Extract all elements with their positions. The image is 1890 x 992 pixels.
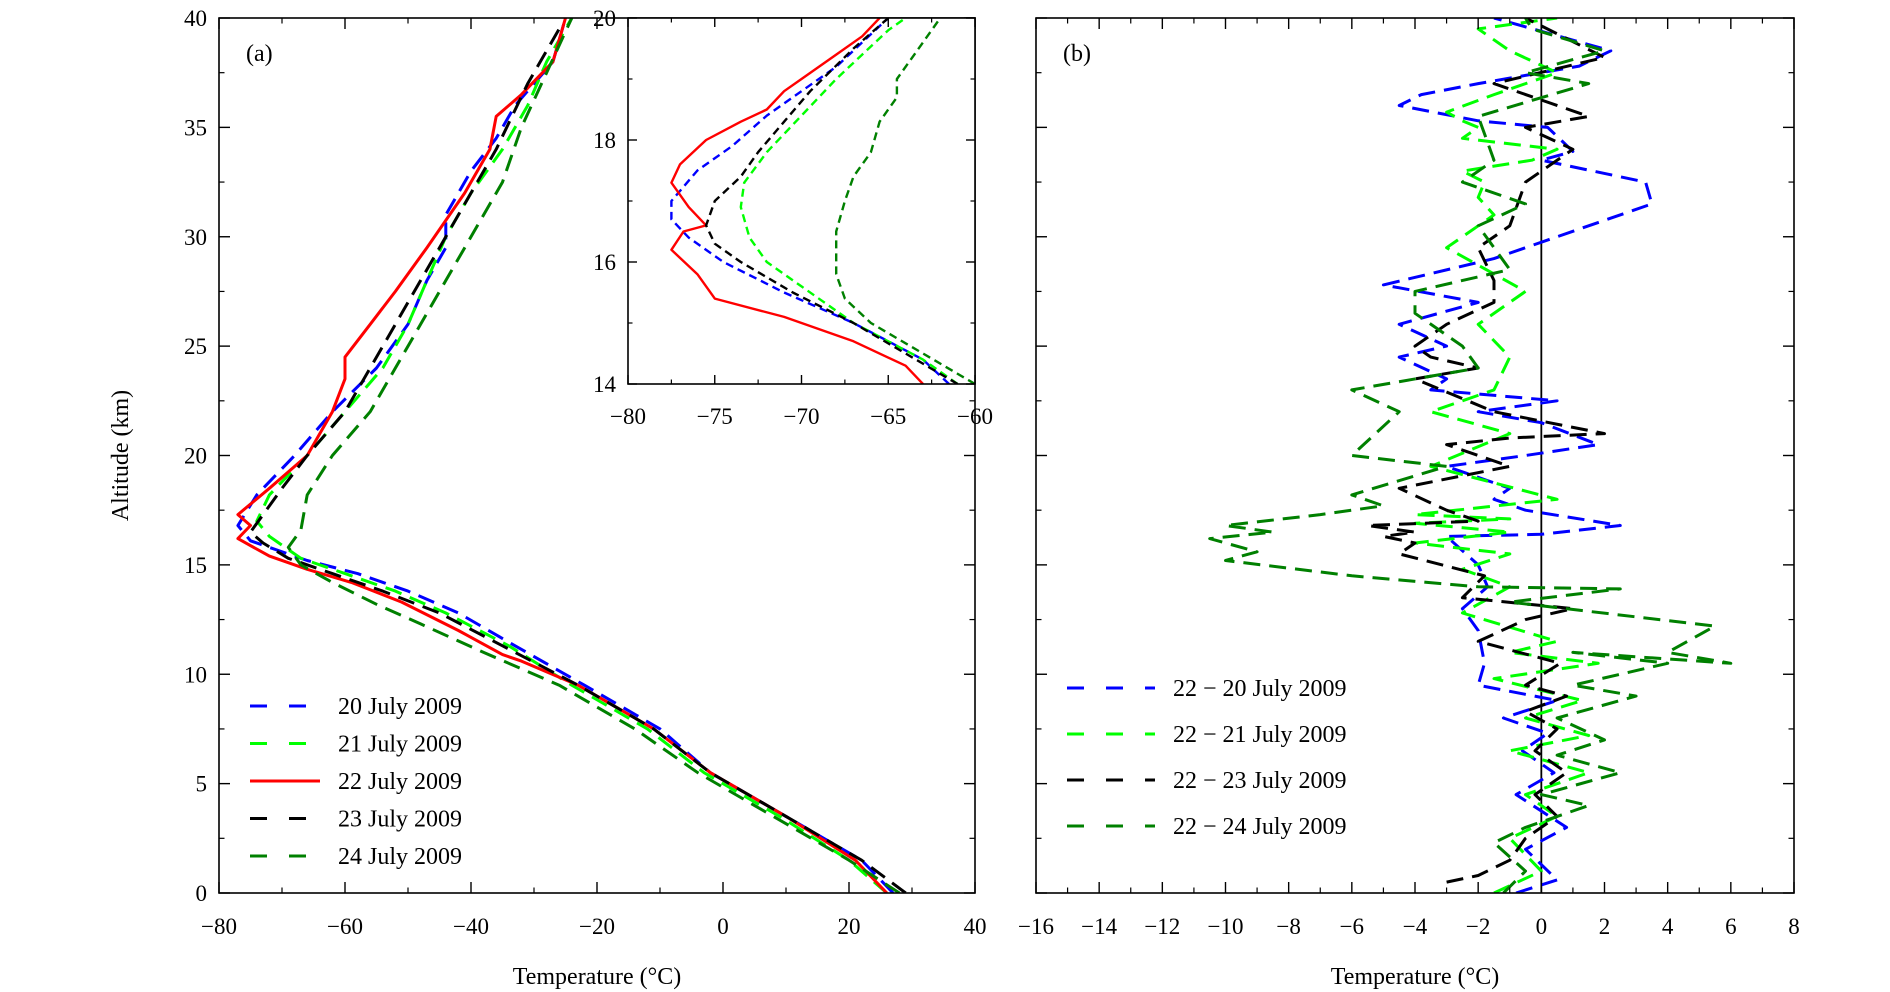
legend-b: 22 − 20 July 2009 22 − 21 July 2009 22 − 2… [1067,676,1347,840]
legend-label-b-1: 22 − 20 July 2009 [1173,676,1347,702]
legend-label-b-2: 22 − 21 July 2009 [1173,722,1347,748]
x-tick-label-b: 4 [1662,914,1674,939]
series-line-inset-2 [739,18,959,384]
x-tick-label-b: 6 [1725,914,1737,939]
y-tick-label-a: 25 [184,334,207,359]
x-tick-label-inset: −75 [697,404,733,429]
y-axis-title-a: Altitude (km) [108,390,134,521]
panel-b: −16 −14 −12 −10 −8 −6 −4 −2 0 2 4 6 8 Temperature (°C… [1018,17,1800,990]
legend-label-a-2: 21 July 2009 [338,732,462,758]
x-tick-label-inset: −80 [610,404,646,429]
x-tick-label-a: 0 [717,914,729,939]
x-tick-label-inset: −65 [870,404,906,429]
x-axis-title-a: Temperature (°C) [513,964,682,990]
y-tick-label-inset: 14 [593,372,617,397]
panel-a: −80 −60 −40 −20 0 20 40 0 5 10 15 20 25 30 35 40 Tempera… [108,6,987,990]
x-tick-label-b: −8 [1276,914,1300,939]
inset-background [628,18,975,384]
x-tick-label-b: −10 [1208,914,1244,939]
y-tick-label-a: 20 [184,444,207,469]
panel-label-b: (b) [1063,41,1091,67]
x-tick-label-a: 20 [838,914,861,939]
legend-label-b-3: 22 − 23 July 2009 [1173,768,1347,794]
series-line-b-4 [1208,18,1733,893]
y-tick-label-inset: 18 [593,128,616,153]
x-tick-label-a: −20 [579,914,615,939]
x-tick-label-b: 2 [1599,914,1611,939]
x-tick-label-b: −12 [1144,914,1180,939]
y-tick-label-a: 15 [184,553,207,578]
legend-label-a-3: 22 July 2009 [338,769,462,795]
x-tick-label-a: −40 [453,914,489,939]
series-line-b-2 [1413,18,1600,893]
x-tick-label-a: 40 [964,914,987,939]
series-line-b-1 [1381,18,1654,893]
series-line-a-1 [236,18,895,893]
x-tick-label-b: 8 [1788,914,1800,939]
series-line-inset-1 [670,18,950,384]
legend-label-a-5: 24 July 2009 [338,844,462,870]
y-tick-label-a: 40 [184,6,207,31]
series-line-a-4 [249,28,907,893]
legend-label-a-1: 20 July 2009 [338,694,462,720]
panel-inset: −80 −75 −70 −65 −60 14 16 18 20 [593,6,993,429]
y-tick-label-a: 35 [184,115,207,140]
x-tick-label-b: −4 [1403,914,1428,939]
panel-label-a: (a) [246,41,273,67]
series-line-b-3 [1366,18,1606,884]
series-line-a-5 [286,18,901,893]
legend-label-a-4: 23 July 2009 [338,807,462,833]
plot-frame-b [1035,17,1795,894]
x-tick-label-b: 0 [1536,914,1548,939]
y-tick-label-a: 5 [196,772,208,797]
series-line-inset-4 [704,18,959,384]
x-tick-label-inset: −60 [957,404,993,429]
legend-a: 20 July 2009 21 July 2009 22 July 2009 23 J… [250,694,462,870]
x-tick-label-inset: −70 [784,404,820,429]
x-tick-label-b: −14 [1081,914,1117,939]
legend-label-b-4: 22 − 24 July 2009 [1173,814,1347,840]
x-tick-label-a: −60 [327,914,363,939]
series-line-inset-3 [670,18,924,384]
y-tick-label-a: 0 [196,881,208,906]
y-tick-label-inset: 20 [593,6,616,31]
x-axis-title-b: Temperature (°C) [1331,964,1500,990]
x-tick-label-b: −6 [1340,914,1364,939]
y-tick-label-inset: 16 [593,250,616,275]
y-tick-label-a: 10 [184,662,207,687]
x-tick-label-a: −80 [201,914,237,939]
y-tick-label-a: 30 [184,225,207,250]
x-tick-label-b: −2 [1466,914,1490,939]
x-tick-label-b: −16 [1018,914,1054,939]
